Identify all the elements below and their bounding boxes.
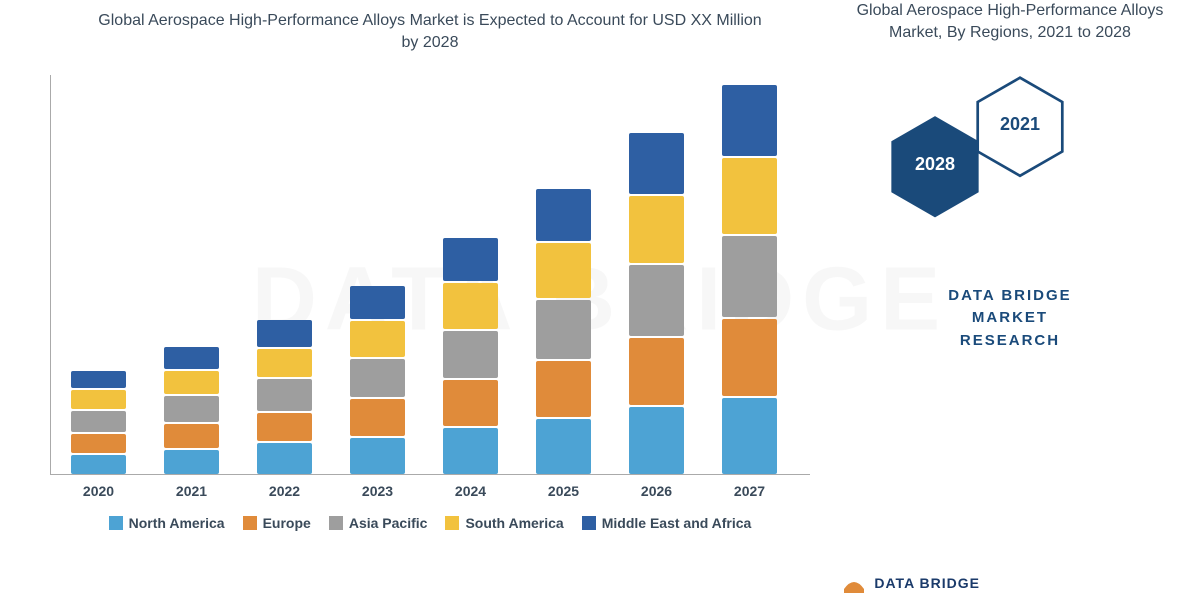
bar-segment — [71, 411, 126, 432]
hex-container: 2028 2021 — [890, 75, 1170, 255]
bar-group: 2022 — [257, 318, 312, 474]
brand-text: DATA BRIDGE MARKET RESEARCH — [850, 285, 1170, 353]
chart-area: Global Aerospace High-Performance Alloys… — [30, 10, 830, 570]
legend-swatch-icon — [445, 516, 459, 530]
bar-segment — [350, 399, 405, 435]
bar-category-label: 2023 — [350, 483, 405, 499]
bar-group: 2024 — [443, 236, 498, 474]
bar-segment — [722, 236, 777, 317]
bar-segment — [536, 419, 591, 474]
chart-title: Global Aerospace High-Performance Alloys… — [30, 10, 830, 55]
legend-item: Asia Pacific — [329, 515, 428, 531]
bar-category-label: 2021 — [164, 483, 219, 499]
brand-line: RESEARCH — [850, 330, 1170, 353]
bar-segment — [164, 450, 219, 474]
legend-swatch-icon — [329, 516, 343, 530]
bar-segment — [629, 338, 684, 405]
hexagon-2028: 2028 — [890, 115, 980, 215]
bar-segment — [443, 283, 498, 329]
bar-segment — [257, 320, 312, 347]
bar-segment — [257, 379, 312, 410]
legend-label: Middle East and Africa — [602, 515, 752, 531]
bar-category-label: 2022 — [257, 483, 312, 499]
bar-segment — [443, 428, 498, 474]
hexagon-2021: 2021 — [975, 75, 1065, 175]
legend-item: North America — [109, 515, 225, 531]
hexagon-label: 2021 — [1000, 114, 1040, 135]
legend-swatch-icon — [109, 516, 123, 530]
bar-segment — [722, 85, 777, 156]
bar-segment — [443, 238, 498, 281]
bar-segment — [257, 413, 312, 442]
legend-label: South America — [465, 515, 563, 531]
footer-logo-text: DATA BRIDGE — [874, 575, 980, 591]
bar-group: 2021 — [164, 345, 219, 474]
bar-group: 2026 — [629, 131, 684, 474]
legend-label: Europe — [263, 515, 311, 531]
bar-group: 2027 — [722, 83, 777, 474]
bar-segment — [722, 319, 777, 395]
right-panel-title: Global Aerospace High-Performance Alloys… — [850, 0, 1170, 45]
legend-swatch-icon — [582, 516, 596, 530]
brand-line: DATA BRIDGE — [850, 285, 1170, 308]
bar-segment — [536, 300, 591, 359]
bar-segment — [257, 349, 312, 378]
bar-group: 2025 — [536, 187, 591, 474]
bar-segment — [629, 196, 684, 263]
bar-category-label: 2020 — [71, 483, 126, 499]
legend-swatch-icon — [243, 516, 257, 530]
bar-segment — [71, 390, 126, 409]
bar-segment — [164, 424, 219, 448]
bar-segment — [71, 455, 126, 474]
bar-category-label: 2026 — [629, 483, 684, 499]
bar-segment — [536, 189, 591, 241]
bar-segment — [164, 347, 219, 369]
bar-segment — [629, 133, 684, 195]
bar-category-label: 2024 — [443, 483, 498, 499]
legend-item: Europe — [243, 515, 311, 531]
brand-line: MARKET — [850, 307, 1170, 330]
bar-segment — [443, 380, 498, 426]
bar-segment — [164, 396, 219, 422]
bar-category-label: 2027 — [722, 483, 777, 499]
bar-segment — [536, 243, 591, 298]
bar-segment — [629, 407, 684, 474]
bar-segment — [257, 443, 312, 473]
footer-logo: DATA BRIDGE — [842, 571, 980, 595]
bar-segment — [71, 371, 126, 388]
bar-segment — [350, 359, 405, 397]
chart-plot: 2020 2021 2022 2023 2024 2025 2026 2027 — [50, 75, 810, 475]
bar-segment — [164, 371, 219, 395]
legend-item: South America — [445, 515, 563, 531]
hexagon-label: 2028 — [915, 154, 955, 175]
bar-segment — [629, 265, 684, 336]
chart-legend: North America Europe Asia Pacific South Ame… — [30, 515, 830, 531]
bar-segment — [722, 158, 777, 234]
bar-segment — [443, 331, 498, 379]
legend-item: Middle East and Africa — [582, 515, 752, 531]
bar-group: 2020 — [71, 369, 126, 474]
bar-segment — [536, 361, 591, 416]
legend-label: Asia Pacific — [349, 515, 428, 531]
bar-group: 2023 — [350, 284, 405, 474]
right-panel: Global Aerospace High-Performance Alloys… — [850, 0, 1170, 560]
bar-segment — [71, 434, 126, 453]
legend-label: North America — [129, 515, 225, 531]
bridge-logo-icon — [842, 571, 866, 595]
bar-category-label: 2025 — [536, 483, 591, 499]
bar-segment — [350, 321, 405, 357]
bar-segment — [350, 286, 405, 319]
bar-segment — [722, 398, 777, 474]
bar-segment — [350, 438, 405, 474]
